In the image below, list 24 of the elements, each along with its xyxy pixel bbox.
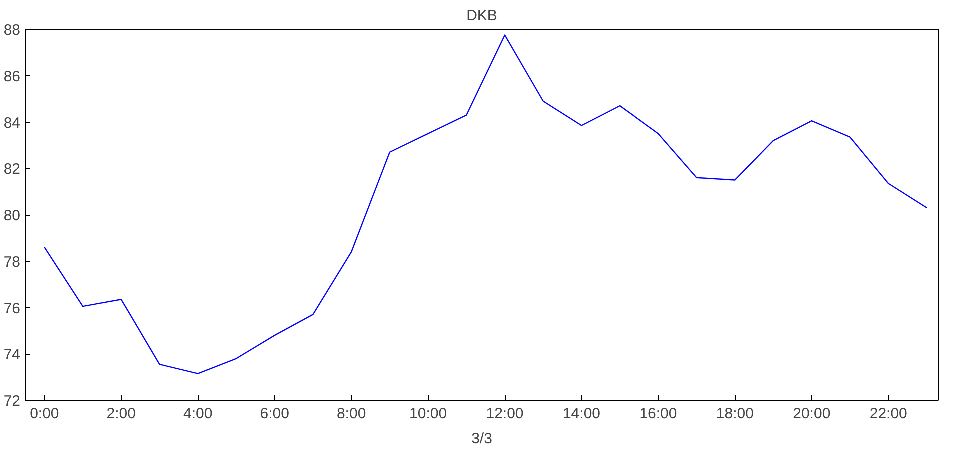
- x-tick-label: 16:00: [640, 406, 678, 422]
- y-tick-label: 74: [4, 346, 21, 364]
- x-tick-label: 4:00: [184, 406, 213, 422]
- x-tick-label: 22:00: [870, 406, 908, 422]
- x-tick-label: 12:00: [486, 406, 524, 422]
- x-tick-label: 14:00: [562, 406, 601, 422]
- y-tick-label: 80: [4, 208, 21, 224]
- y-tick-label: 76: [4, 300, 21, 318]
- y-tick-label: 72: [4, 393, 21, 410]
- x-tick-label: 0:00: [30, 406, 60, 422]
- line-series: [44, 34, 928, 374]
- x-tick-label: 18:00: [716, 406, 754, 422]
- y-tick-label: 86: [4, 68, 21, 86]
- y-tick-label: 78: [4, 254, 21, 271]
- x-tick-label: 2:00: [106, 406, 136, 422]
- y-tick-label: 84: [4, 114, 21, 132]
- x-tick-label: 8:00: [336, 406, 366, 422]
- x-axis-title: 3/3: [472, 430, 492, 448]
- y-tick-label: 88: [4, 22, 21, 39]
- x-tick-label: 6:00: [260, 406, 290, 422]
- y-tick-label: 82: [4, 161, 21, 178]
- x-tick-label: 10:00: [410, 406, 448, 422]
- x-tick-label: 20:00: [793, 406, 831, 422]
- chart-title: DKB: [466, 8, 498, 24]
